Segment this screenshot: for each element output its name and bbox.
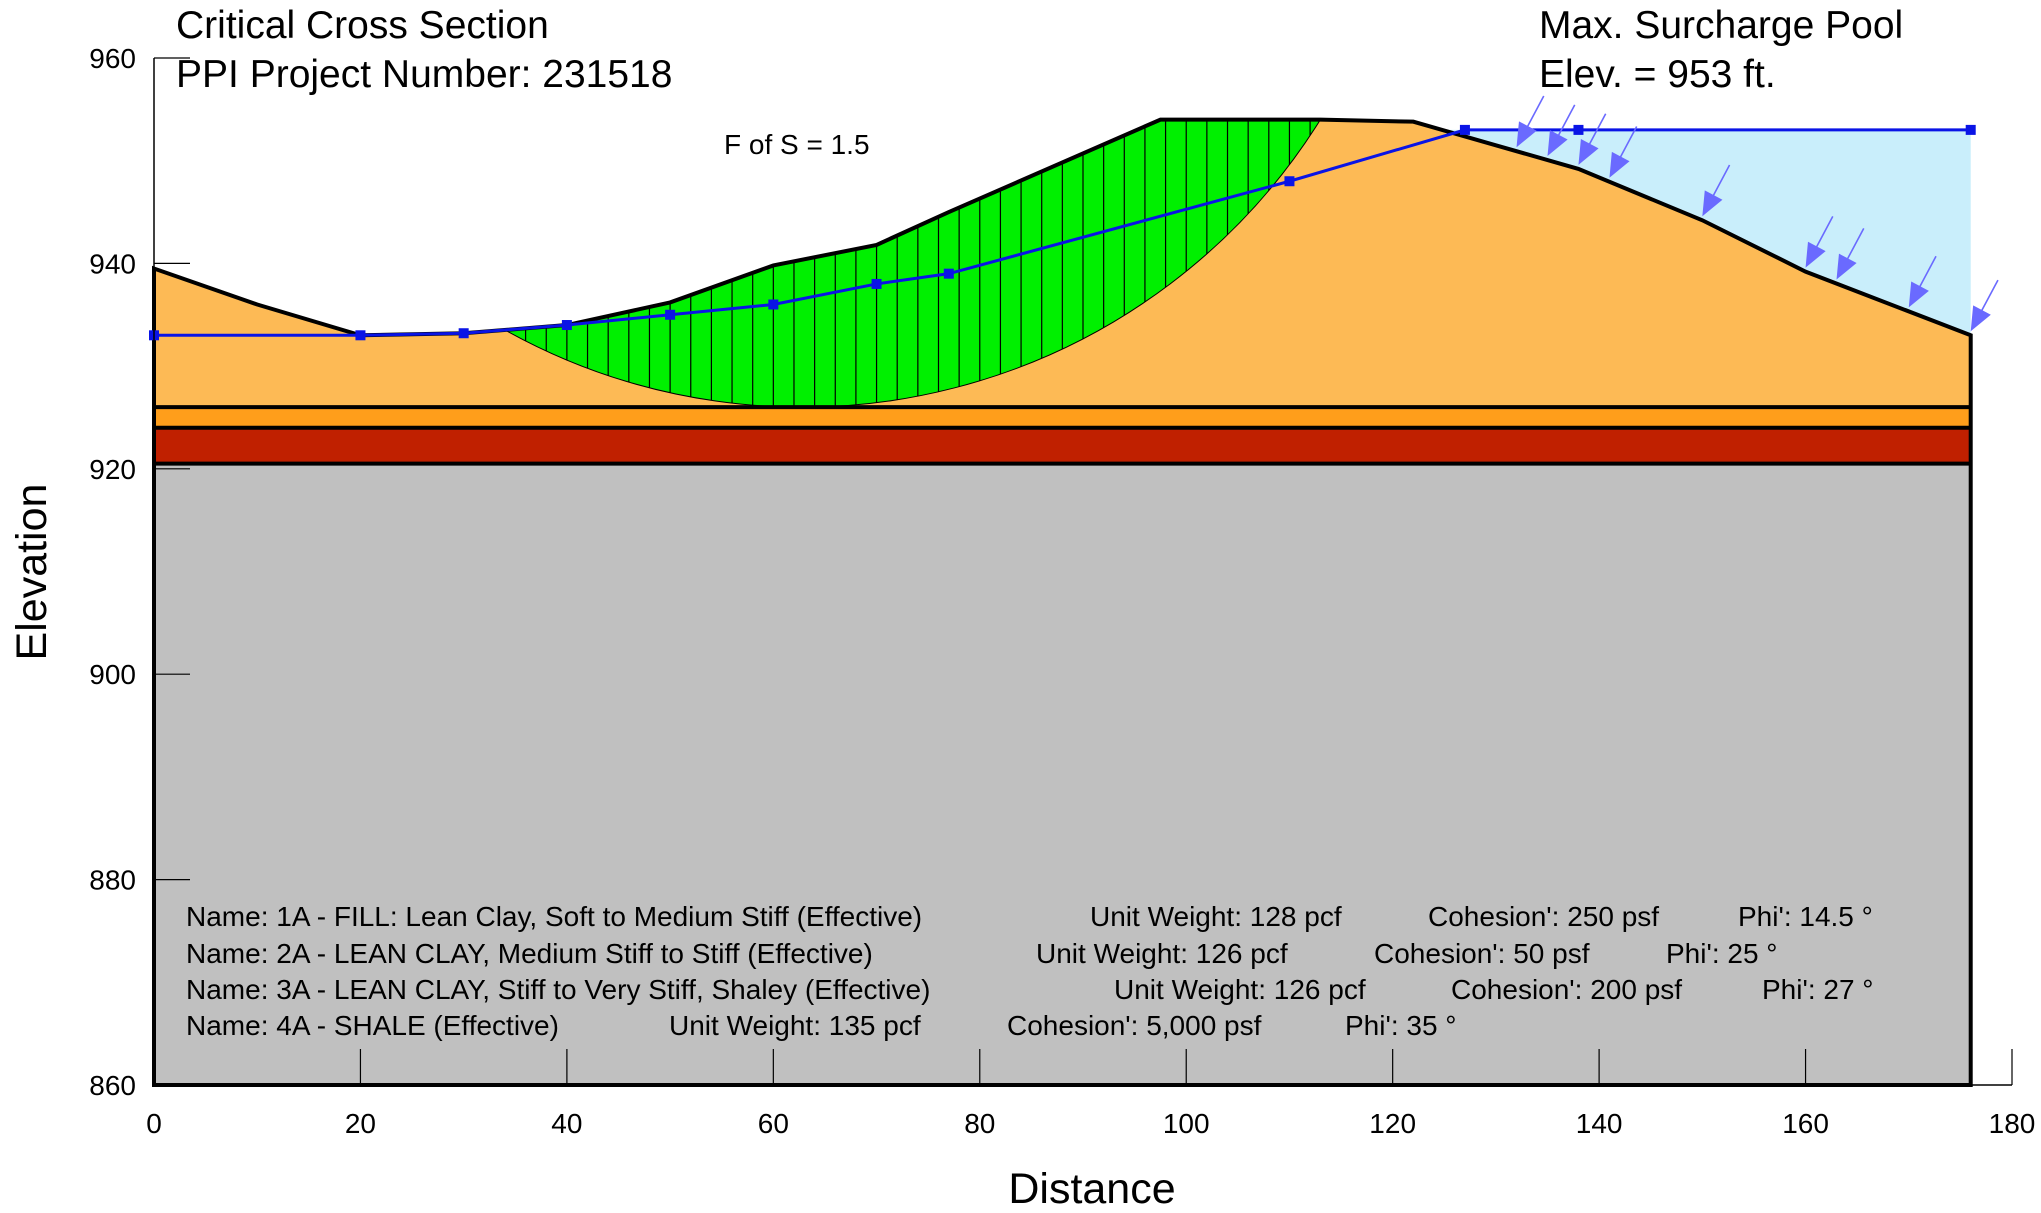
x-tick-label: 60 bbox=[758, 1108, 789, 1139]
title-line-2: PPI Project Number: 231518 bbox=[176, 53, 672, 96]
material-4-cohesion: Cohesion': 5,000 psf bbox=[1007, 1010, 1262, 1041]
material-4-unit-weight: Unit Weight: 135 pcf bbox=[669, 1010, 921, 1041]
pool-note-line-1: Max. Surcharge Pool bbox=[1539, 4, 1903, 47]
x-tick-label: 40 bbox=[551, 1108, 582, 1139]
piezometric-node bbox=[355, 330, 366, 341]
x-tick-label: 120 bbox=[1369, 1108, 1416, 1139]
arrow-shaft bbox=[1978, 279, 1999, 316]
material-2-phi: Phi': 25 ° bbox=[1666, 938, 1778, 969]
x-tick-label: 20 bbox=[345, 1108, 376, 1139]
material-3-unit-weight: Unit Weight: 126 pcf bbox=[1114, 974, 1366, 1005]
arrow-shaft bbox=[1844, 227, 1865, 265]
arrow-shaft bbox=[1617, 126, 1638, 163]
arrow-shaft bbox=[1710, 164, 1731, 201]
material-4-phi: Phi': 35 ° bbox=[1345, 1010, 1457, 1041]
factor-of-safety-label: F of S = 1.5 bbox=[724, 129, 870, 160]
arrow-shaft bbox=[1916, 255, 1937, 292]
x-tick-label: 0 bbox=[146, 1108, 162, 1139]
x-tick-label: 140 bbox=[1576, 1108, 1623, 1139]
surcharge-arrow bbox=[1805, 216, 1834, 268]
piezometric-node bbox=[1284, 176, 1295, 187]
piezometric-node bbox=[458, 328, 469, 339]
title-line-1: Critical Cross Section bbox=[176, 4, 549, 47]
material-legend: Name: 1A - FILL: Lean Clay, Soft to Medi… bbox=[186, 901, 1874, 1041]
arrow-head bbox=[1516, 121, 1537, 148]
surcharge-arrow bbox=[1516, 95, 1545, 148]
arrow-head bbox=[1547, 130, 1568, 157]
arrow-head bbox=[1970, 305, 1991, 332]
arrow-head bbox=[1609, 151, 1630, 178]
surcharge-arrow bbox=[1702, 164, 1731, 217]
surcharge-arrow bbox=[1836, 227, 1865, 280]
arrow-shaft bbox=[1524, 95, 1545, 132]
y-tick-label: 960 bbox=[89, 43, 136, 74]
piezometric-node bbox=[1573, 124, 1584, 135]
slip-mass-fill bbox=[504, 119, 1321, 408]
material-4-name: Name: 4A - SHALE (Effective) bbox=[186, 1010, 559, 1041]
y-axis-label: Elevation bbox=[8, 484, 56, 661]
arrow-head bbox=[1908, 281, 1929, 308]
y-tick-label: 940 bbox=[89, 248, 136, 279]
y-tick-label: 880 bbox=[89, 865, 136, 896]
material-1-phi: Phi': 14.5 ° bbox=[1738, 901, 1873, 932]
arrow-shaft bbox=[1586, 113, 1607, 150]
arrow-head bbox=[1578, 139, 1599, 165]
y-tick-label: 900 bbox=[89, 659, 136, 690]
piezometric-polyline bbox=[154, 128, 1971, 337]
surcharge-arrow bbox=[1908, 255, 1937, 308]
surcharge-arrows bbox=[1516, 95, 1999, 332]
piezometric-node bbox=[943, 268, 954, 279]
x-axis-label: Distance bbox=[1008, 1165, 1175, 1208]
material-3-name: Name: 3A - LEAN CLAY, Stiff to Very Stif… bbox=[186, 974, 930, 1005]
surcharge-arrow bbox=[1609, 126, 1638, 178]
piezometric-node bbox=[1965, 124, 1976, 135]
material-1-cohesion: Cohesion': 250 psf bbox=[1428, 901, 1659, 932]
x-tick-label: 80 bbox=[964, 1108, 995, 1139]
y-tick-label: 920 bbox=[89, 454, 136, 485]
surcharge-arrow bbox=[1578, 113, 1607, 165]
x-tick-label: 100 bbox=[1163, 1108, 1210, 1139]
arrow-head bbox=[1805, 241, 1826, 268]
material-1-name: Name: 1A - FILL: Lean Clay, Soft to Medi… bbox=[186, 901, 922, 932]
material-3-cohesion: Cohesion': 200 psf bbox=[1451, 974, 1682, 1005]
y-tick-label: 860 bbox=[89, 1070, 136, 1101]
piezometric-node bbox=[768, 299, 779, 310]
material-2-unit-weight: Unit Weight: 126 pcf bbox=[1036, 938, 1288, 969]
x-tick-label: 160 bbox=[1782, 1108, 1829, 1139]
material-1-unit-weight: Unit Weight: 128 pcf bbox=[1090, 901, 1342, 932]
arrow-shaft bbox=[1813, 216, 1834, 253]
layer-4a-shale bbox=[154, 463, 1971, 1085]
arrow-head bbox=[1702, 190, 1723, 217]
material-2-name: Name: 2A - LEAN CLAY, Medium Stiff to St… bbox=[186, 938, 873, 969]
surcharge-arrow bbox=[1970, 279, 1999, 332]
material-3-phi: Phi': 27 ° bbox=[1762, 974, 1874, 1005]
pool-note-line-2: Elev. = 953 ft. bbox=[1539, 53, 1776, 96]
arrow-shaft bbox=[1555, 104, 1576, 141]
arrow-head bbox=[1836, 253, 1857, 280]
layer-2a-lean-clay bbox=[154, 407, 1971, 428]
layer-3a-lean-clay bbox=[154, 427, 1971, 464]
piezometric-node bbox=[665, 309, 676, 320]
x-tick-label: 180 bbox=[1989, 1108, 2036, 1139]
surcharge-arrow bbox=[1547, 104, 1576, 157]
piezometric-node bbox=[561, 320, 572, 331]
slip-surface-outline bbox=[503, 119, 1322, 408]
piezometric-node bbox=[1459, 124, 1470, 135]
material-2-cohesion: Cohesion': 50 psf bbox=[1374, 938, 1590, 969]
axes: 860 880 900 920 940 960 0 20 40 60 80 100 120 140 160 1… bbox=[89, 43, 2035, 1139]
piezometric-node bbox=[871, 278, 882, 289]
